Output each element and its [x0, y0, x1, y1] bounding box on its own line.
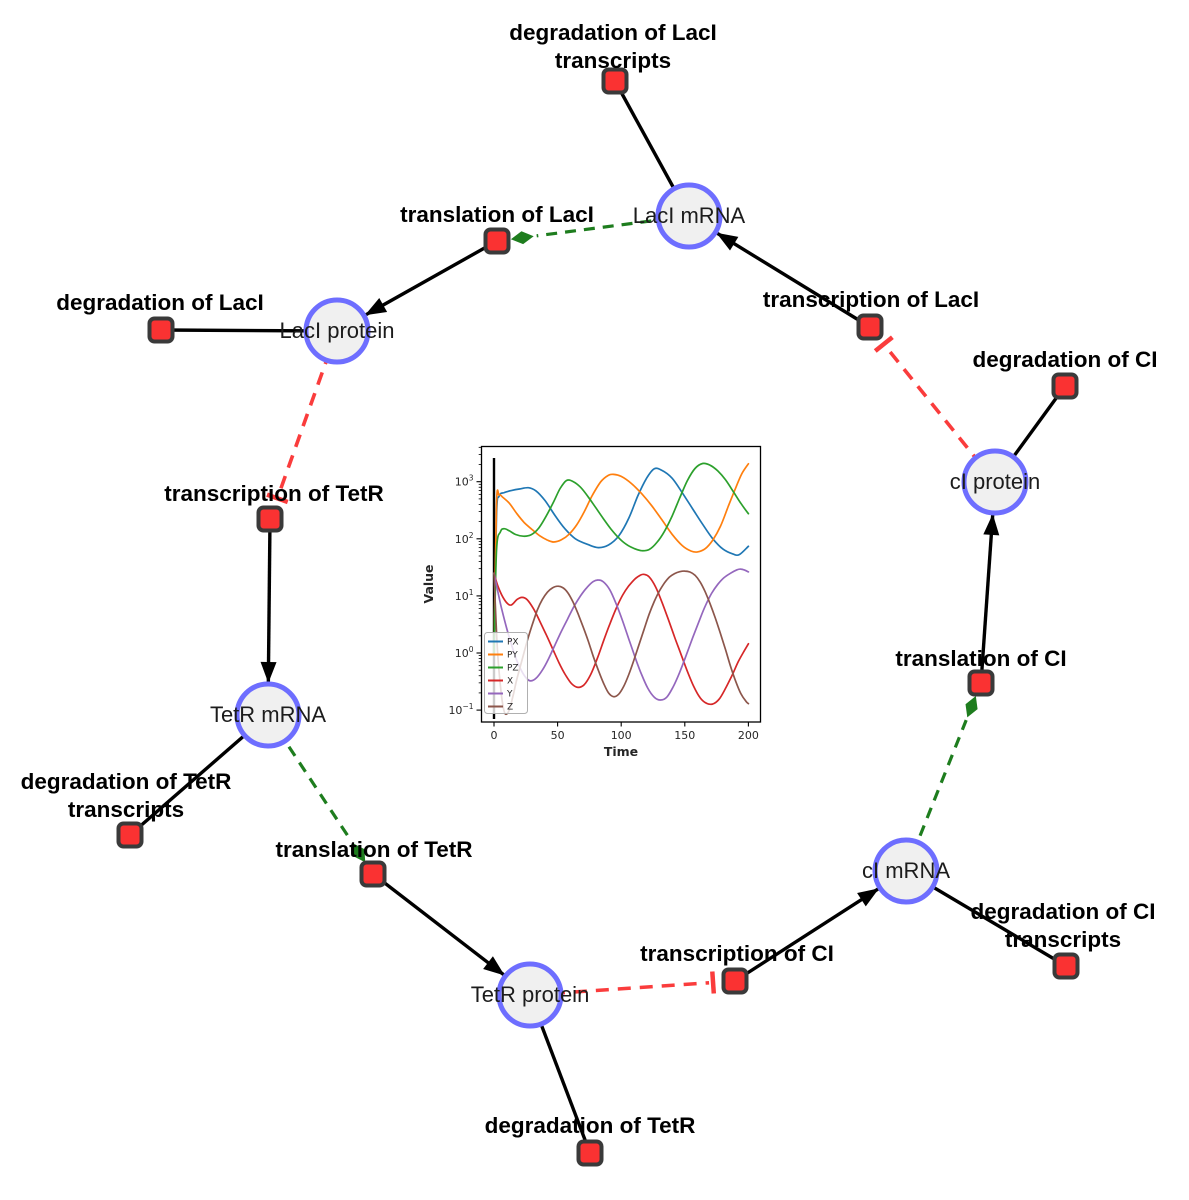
edge-production-transcription-of-tetr-to-tetr-mrna — [260, 518, 277, 684]
y-tick-label: 103 — [455, 474, 474, 489]
inhibition-tee-bar — [710, 971, 717, 994]
reaction-label-transcription-of-laci: transcription of LacI — [763, 287, 979, 312]
series-line-PY — [493, 462, 750, 654]
x-tick-label: 150 — [674, 729, 695, 742]
species-label-tetr-mrna: TetR mRNA — [210, 702, 326, 727]
reaction-label-degradation-of-laci-transcripts: transcripts — [555, 48, 671, 73]
legend-label-PZ: PZ — [507, 664, 519, 674]
species-label-laci-mrna: LacI mRNA — [633, 203, 746, 228]
y-tick-label: 102 — [455, 531, 474, 546]
legend-label-PY: PY — [507, 651, 518, 661]
catalysis-diamond-arrowhead — [352, 843, 366, 863]
catalysis-diamond-arrowhead — [965, 696, 978, 718]
x-tick-label: 100 — [611, 729, 632, 742]
x-tick-label: 0 — [491, 729, 498, 742]
reaction-node-degradation-of-tetr-transcripts[interactable] — [116, 821, 144, 849]
production-arrowhead — [260, 661, 277, 684]
species-node-laci-mrna[interactable] — [655, 182, 723, 250]
y-tick-label: 101 — [455, 588, 474, 603]
species-node-ci-protein[interactable] — [961, 448, 1029, 516]
edge-production-transcription-of-laci-to-laci-mrna — [715, 231, 871, 329]
reaction-label-degradation-of-ci-transcripts: transcripts — [1005, 927, 1121, 952]
x-axis-label: Time — [604, 744, 638, 759]
reaction-label-transcription-of-ci: transcription of CI — [640, 941, 834, 966]
edge-production-transcription-of-ci-to-ci-mrna — [734, 886, 881, 983]
y-tick-label: 10−1 — [448, 702, 473, 717]
production-arrowhead — [983, 513, 1000, 536]
inhibition-tee-bar — [266, 492, 289, 505]
production-arrowhead — [857, 888, 880, 907]
reaction-label-degradation-of-laci: degradation of LacI — [56, 290, 264, 315]
reaction-label-degradation-of-ci: degradation of CI — [973, 347, 1158, 372]
species-node-laci-protein[interactable] — [303, 297, 371, 365]
reaction-label-translation-of-laci: translation of LacI — [400, 202, 594, 227]
edge-production-translation-of-ci-to-ci-protein — [979, 513, 1000, 684]
series-line-PZ — [493, 462, 750, 654]
reaction-node-translation-of-ci[interactable] — [967, 669, 995, 697]
edge-production-translation-of-laci-to-laci-protein — [364, 239, 498, 317]
species-node-ci-mrna[interactable] — [872, 837, 940, 905]
reaction-label-degradation-of-laci-transcripts: degradation of LacI — [509, 20, 717, 45]
reaction-node-degradation-of-laci-transcripts[interactable] — [601, 67, 629, 95]
reaction-label-degradation-of-tetr-transcripts: degradation of TetR — [21, 769, 232, 794]
production-arrowhead — [364, 298, 388, 316]
reaction-label-degradation-of-tetr-transcripts: transcripts — [68, 797, 184, 822]
labels-layer: LacI mRNA LacI protein TetR mRNA TetR prote… — [21, 20, 1158, 1138]
reaction-node-translation-of-laci[interactable] — [483, 227, 511, 255]
series-line-PX — [493, 467, 750, 654]
species-label-ci-mrna: cI mRNA — [862, 858, 950, 883]
reaction-node-transcription-of-laci[interactable] — [856, 313, 884, 341]
reaction-node-degradation-of-laci[interactable] — [147, 316, 175, 344]
reaction-node-degradation-of-ci-transcripts[interactable] — [1052, 952, 1080, 980]
reaction-node-degradation-of-tetr[interactable] — [576, 1139, 604, 1167]
species-label-laci-protein: LacI protein — [280, 318, 395, 343]
reaction-label-degradation-of-ci-transcripts: degradation of CI — [971, 899, 1156, 924]
species-label-ci-protein: cI protein — [950, 469, 1041, 494]
y-tick-label: 100 — [455, 645, 474, 660]
series-line-Y — [493, 568, 750, 701]
reaction-node-transcription-of-ci[interactable] — [721, 967, 749, 995]
legend-label-Y: Y — [506, 690, 513, 700]
reaction-label-degradation-of-tetr: degradation of TetR — [485, 1113, 696, 1138]
reaction-node-degradation-of-ci[interactable] — [1051, 372, 1079, 400]
legend-label-X: X — [507, 677, 513, 687]
inhibition-tee-bar — [873, 335, 894, 353]
reaction-label-translation-of-tetr: translation of TetR — [275, 837, 472, 862]
reaction-label-transcription-of-tetr: transcription of TetR — [164, 481, 384, 506]
reaction-node-translation-of-tetr[interactable] — [359, 860, 387, 888]
catalysis-diamond-arrowhead — [510, 231, 534, 245]
species-node-tetr-mrna[interactable] — [234, 681, 302, 749]
nodes-layer — [116, 67, 1080, 1167]
production-arrowhead — [716, 232, 739, 251]
series-line-X — [493, 572, 750, 706]
reaction-label-translation-of-ci: translation of CI — [895, 646, 1066, 671]
inset-chart: 0 50 100 150 20010−1100101102103TimeValuePXP… — [421, 445, 762, 759]
legend-label-Z: Z — [507, 703, 513, 713]
legend-label-PX: PX — [507, 638, 519, 648]
species-node-tetr-protein[interactable] — [496, 961, 564, 1029]
edge-production-translation-of-tetr-to-tetr-protein — [371, 872, 506, 977]
x-tick-label: 200 — [738, 729, 759, 742]
chart-legend: PX PY PZ XYZ — [484, 632, 528, 714]
x-tick-label: 50 — [551, 729, 565, 742]
production-arrowhead — [483, 956, 505, 976]
legend-box — [484, 632, 528, 714]
y-axis-label: Value — [421, 564, 436, 603]
reaction-node-transcription-of-tetr[interactable] — [256, 505, 284, 533]
species-label-tetr-protein: TetR protein — [471, 982, 590, 1007]
